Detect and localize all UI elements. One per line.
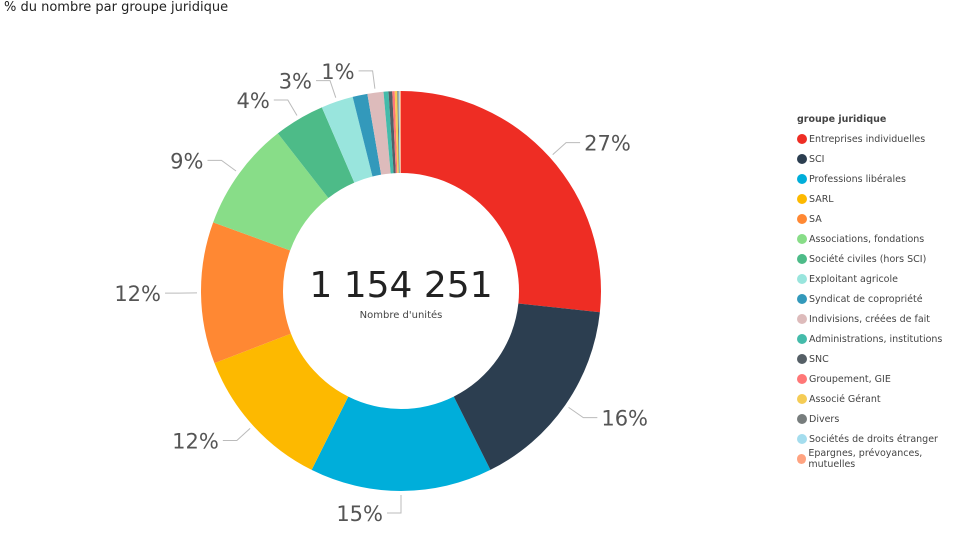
legend-item[interactable]: SA [797,209,961,229]
slice-7[interactable] [321,96,373,183]
data-label: 3% [279,70,312,94]
legend-dot-icon [797,234,807,244]
legend-dot-icon [797,274,807,284]
slice-10[interactable] [383,91,394,174]
legend-label: Associations, fondations [809,233,925,245]
legend-dot-icon [797,134,807,144]
slice-16[interactable] [399,91,401,174]
data-label: 12% [114,282,161,306]
legend-item[interactable]: Administrations, institutions [797,329,961,349]
leader-line [207,159,237,172]
legend-dot-icon [797,374,807,384]
slice-2[interactable] [311,396,491,491]
legend-title: groupe juridique [797,114,887,125]
legend-item[interactable]: Exploitant agricole [797,269,961,289]
legend-label: SARL [809,193,834,205]
legend-item[interactable]: SNC [797,349,961,369]
legend-item[interactable]: Epargnes, prévoyances, mutuelles [797,448,961,470]
leader-line [222,427,251,441]
legend-dot-icon [797,294,807,304]
legend-label: Exploitant agricole [809,273,898,285]
data-label: 15% [336,502,383,526]
legend-label: Indivisions, créées de fait [809,313,931,325]
legend-dot-icon [797,194,807,204]
legend-item[interactable]: Entreprises individuelles [797,129,961,149]
leader-line [358,70,376,89]
leader-line [568,406,598,419]
legend-dot-icon [797,414,807,424]
legend-item[interactable]: Associé Gérant [797,389,961,409]
legend-dot-icon [797,454,807,464]
slice-3[interactable] [214,333,349,470]
slice-5[interactable] [213,133,329,251]
legend-item[interactable]: SARL [797,189,961,209]
legend-label: Groupement, GIE [809,373,891,385]
slice-0[interactable] [401,91,601,313]
leader-line [273,99,298,116]
legend-label: Société civiles (hors SCI) [809,253,927,265]
slice-1[interactable] [453,303,600,470]
leader-line [552,142,581,155]
slice-9[interactable] [367,91,391,175]
legend-dot-icon [797,434,807,444]
data-label: 16% [601,407,648,431]
legend-item[interactable]: Associations, fondations [797,229,961,249]
data-label: 1% [321,60,354,84]
slice-6[interactable] [277,107,355,199]
legend-item[interactable]: Indivisions, créées de fait [797,309,961,329]
legend-dot-icon [797,394,807,404]
chart-title: % du nombre par groupe juridique [4,0,229,15]
slice-11[interactable] [388,91,396,174]
slice-8[interactable] [352,93,382,177]
legend-item[interactable]: Société civiles (hors SCI) [797,249,961,269]
legend-label: Associé Gérant [809,393,881,405]
legend-item[interactable]: Sociétés de droits étranger [797,429,961,449]
data-label: 9% [170,149,203,173]
legend-label: Divers [809,413,840,425]
data-label: 27% [584,132,631,156]
legend-item[interactable]: Divers [797,409,961,429]
legend-label: Epargnes, prévoyances, mutuelles [808,448,923,470]
legend-label: Entreprises individuelles [809,133,926,145]
legend-label: Professions libérales [809,173,906,185]
slice-13[interactable] [394,91,399,174]
legend-item[interactable]: Syndicat de copropriété [797,289,961,309]
data-label: 4% [236,89,269,113]
legend-dot-icon [797,354,807,364]
leader-line [316,80,337,98]
legend-dot-icon [797,314,807,324]
leader-line [387,495,402,514]
legend-label: SA [809,213,822,225]
legend-item[interactable]: SCI [797,149,961,169]
legend-label: SNC [809,353,829,365]
slice-14[interactable] [397,91,400,174]
donut-chart: 27% 16% 15% 12% 12% 9% 4% 3% 1% 1 154 251 Nombre d… [114,60,648,526]
slice-15[interactable] [398,91,401,174]
legend-label: Sociétés de droits étranger [809,433,938,445]
slice-12[interactable] [392,91,398,174]
legend-item[interactable]: Professions libérales [797,169,961,189]
legend-dot-icon [797,334,807,344]
center-label: Nombre d'unités [360,309,443,321]
legend: groupe juridique Entreprises individuell… [797,114,961,470]
legend-label: Syndicat de copropriété [809,293,923,305]
legend-dot-icon [797,214,807,224]
legend-dot-icon [797,154,807,164]
legend-item[interactable]: Groupement, GIE [797,369,961,389]
center-value: 1 154 251 [309,265,492,306]
legend-dot-icon [797,174,807,184]
legend-label: Administrations, institutions [809,333,943,345]
legend-label: SCI [809,153,825,165]
legend-dot-icon [797,254,807,264]
data-label: 12% [172,429,219,453]
slice-4[interactable] [201,222,291,364]
